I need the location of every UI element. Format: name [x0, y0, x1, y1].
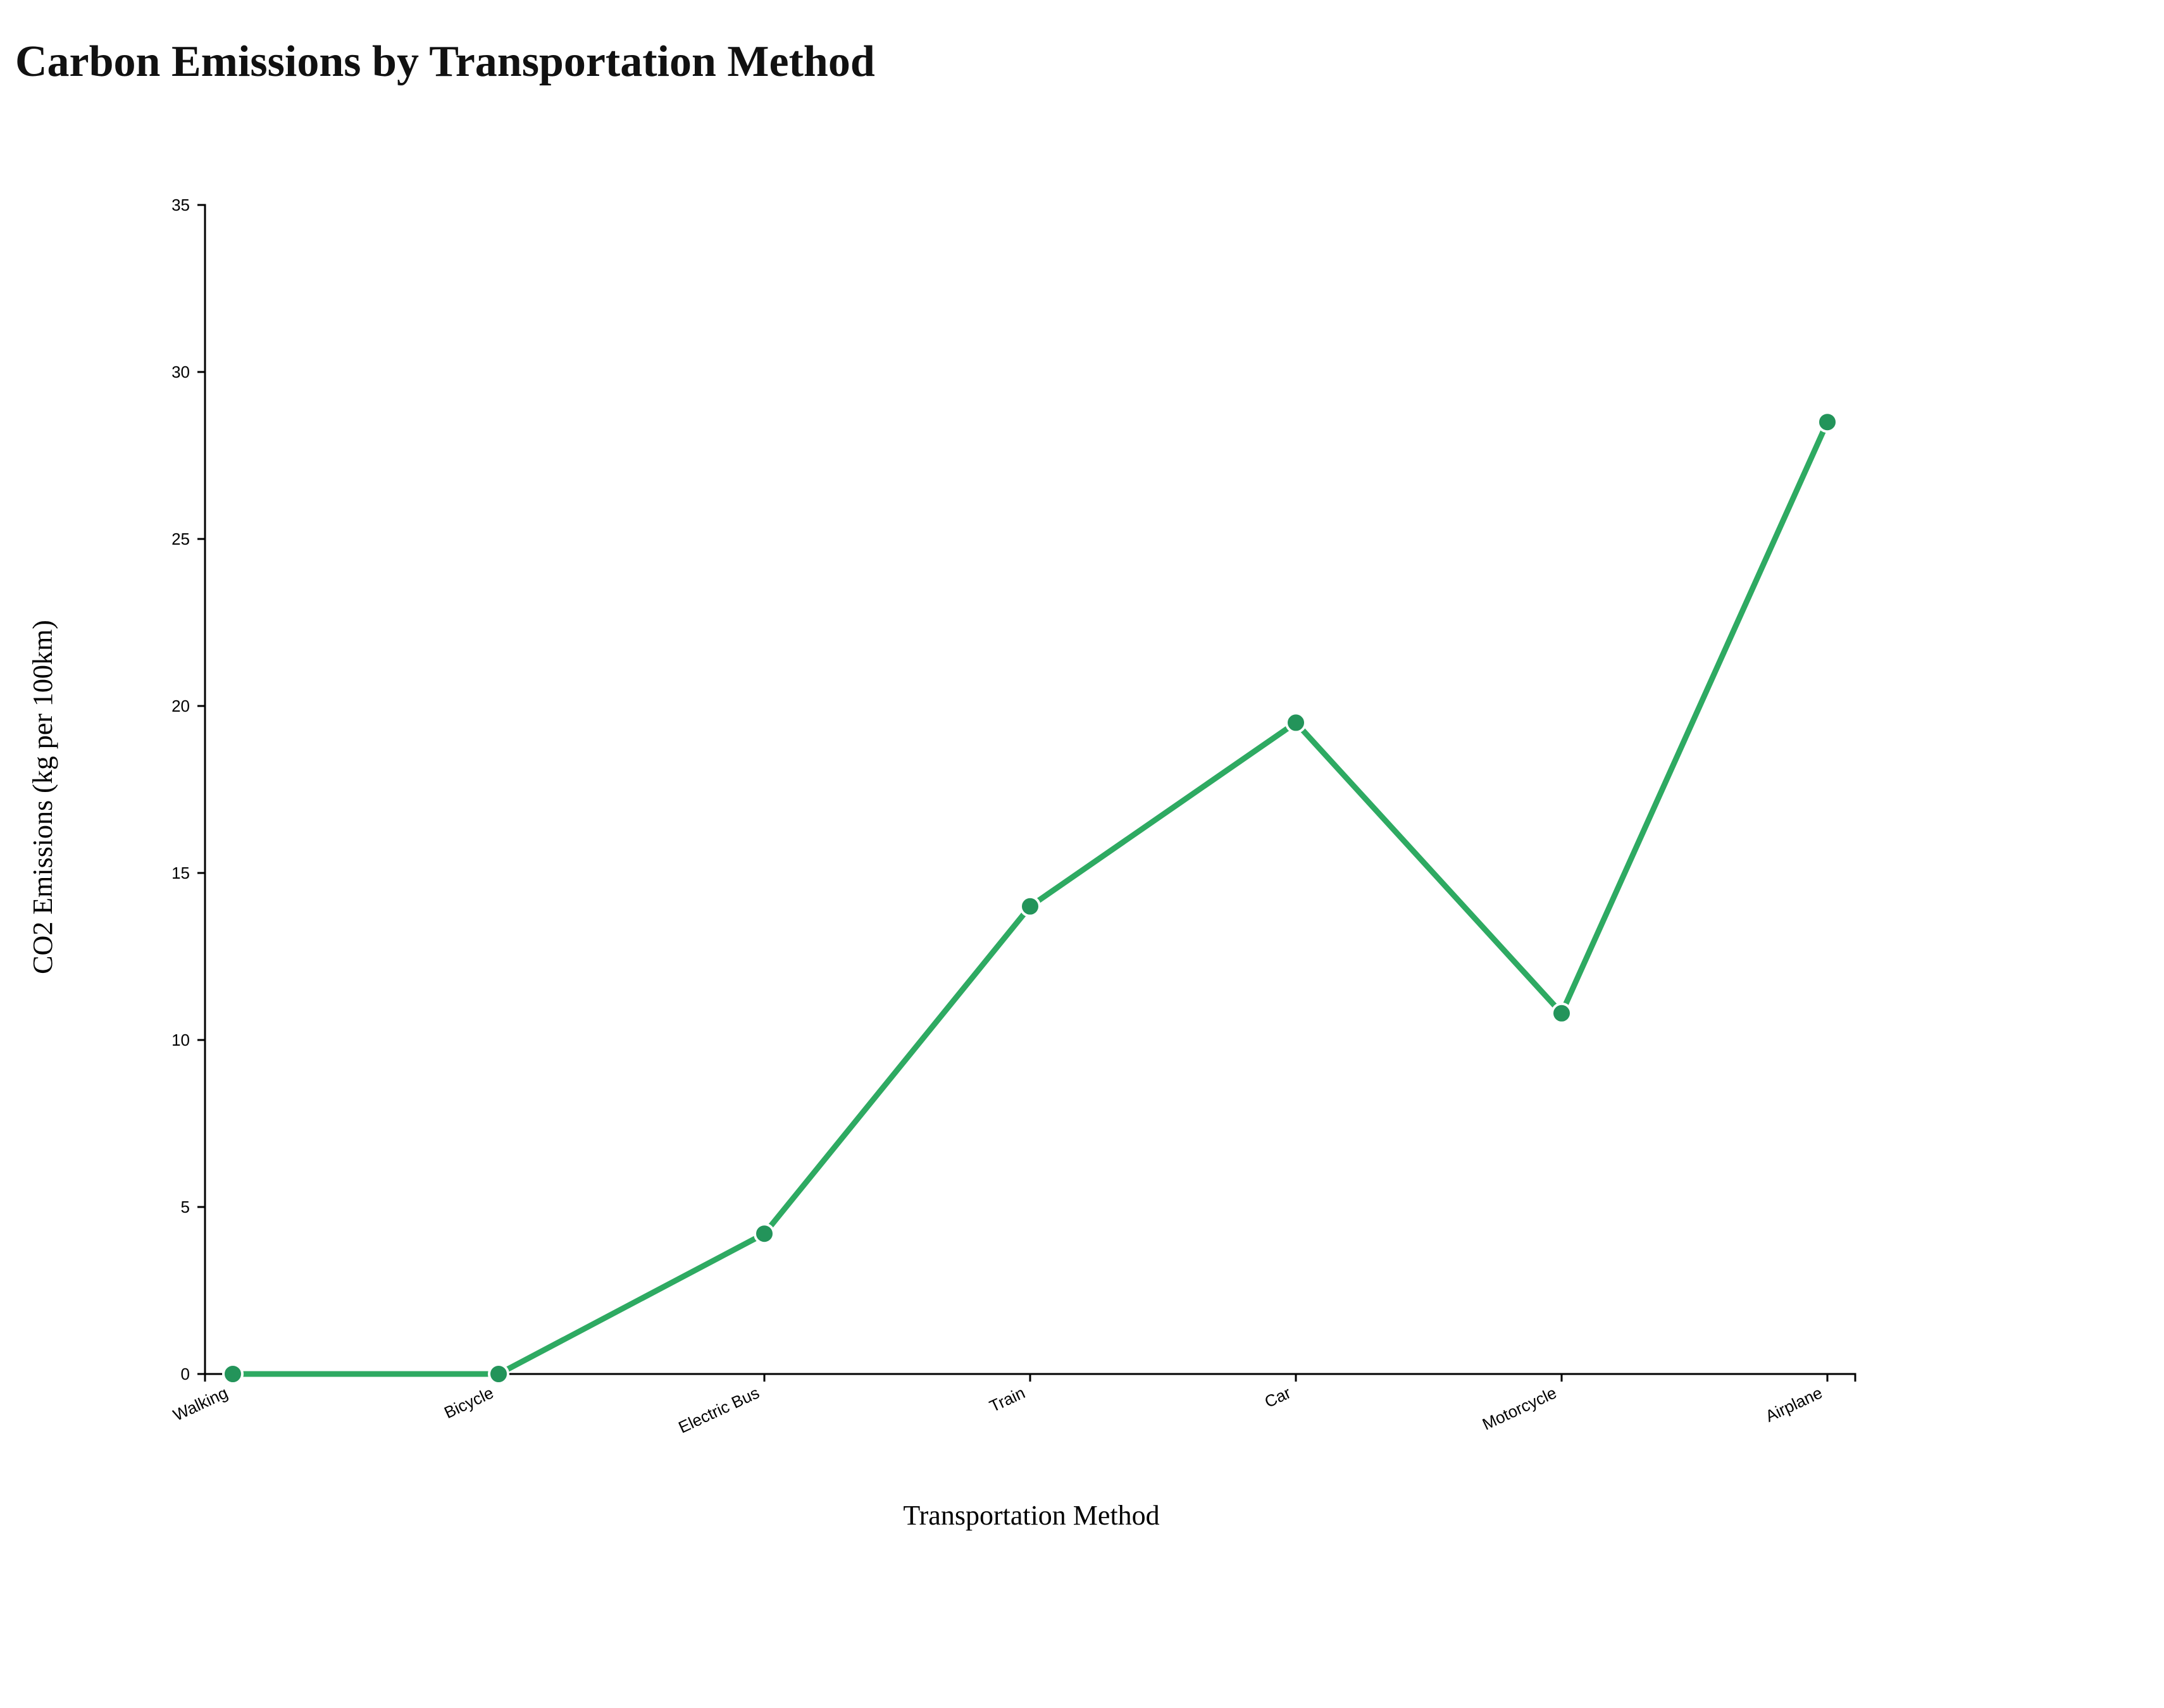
chart-title: Carbon Emissions by Transportation Metho… [15, 37, 875, 86]
series-group [222, 411, 1838, 1385]
x-tick-label: Electric Bus [675, 1383, 762, 1437]
y-tick-label: 10 [171, 1030, 190, 1049]
y-tick-label: 0 [181, 1365, 190, 1383]
data-point[interactable] [1551, 1002, 1572, 1024]
x-tick-label: Motorcycle [1479, 1383, 1560, 1433]
data-point[interactable] [1019, 895, 1041, 917]
data-point[interactable] [1285, 712, 1307, 734]
y-axis-line [197, 204, 206, 1375]
y-axis-title: CO2 Emissions (kg per 100km) [27, 620, 58, 974]
y-tick-label: 5 [181, 1197, 190, 1216]
data-point[interactable] [222, 1363, 244, 1385]
x-tick-label: Airplane [1762, 1383, 1825, 1426]
x-tick-label: Bicycle [441, 1383, 496, 1422]
x-axis-title: Transportation Method [903, 1500, 1159, 1531]
y-tick-label: 25 [171, 529, 190, 548]
x-axis: Walking Bicycle Electric Bus Train Car Motorc… [170, 1373, 1856, 1437]
y-axis: 0 5 10 15 20 25 30 35 [171, 195, 206, 1383]
x-tick-label: Car [1262, 1383, 1294, 1411]
y-tick-label: 35 [171, 195, 190, 214]
data-point[interactable] [754, 1223, 775, 1245]
data-point[interactable] [488, 1363, 509, 1385]
y-tick-label: 30 [171, 362, 190, 381]
x-tick-label: Train [986, 1383, 1028, 1416]
y-tick-label: 20 [171, 696, 190, 715]
data-point[interactable] [1817, 411, 1838, 433]
x-tick-label: Walking [170, 1383, 231, 1425]
y-tick-label: 15 [171, 863, 190, 882]
